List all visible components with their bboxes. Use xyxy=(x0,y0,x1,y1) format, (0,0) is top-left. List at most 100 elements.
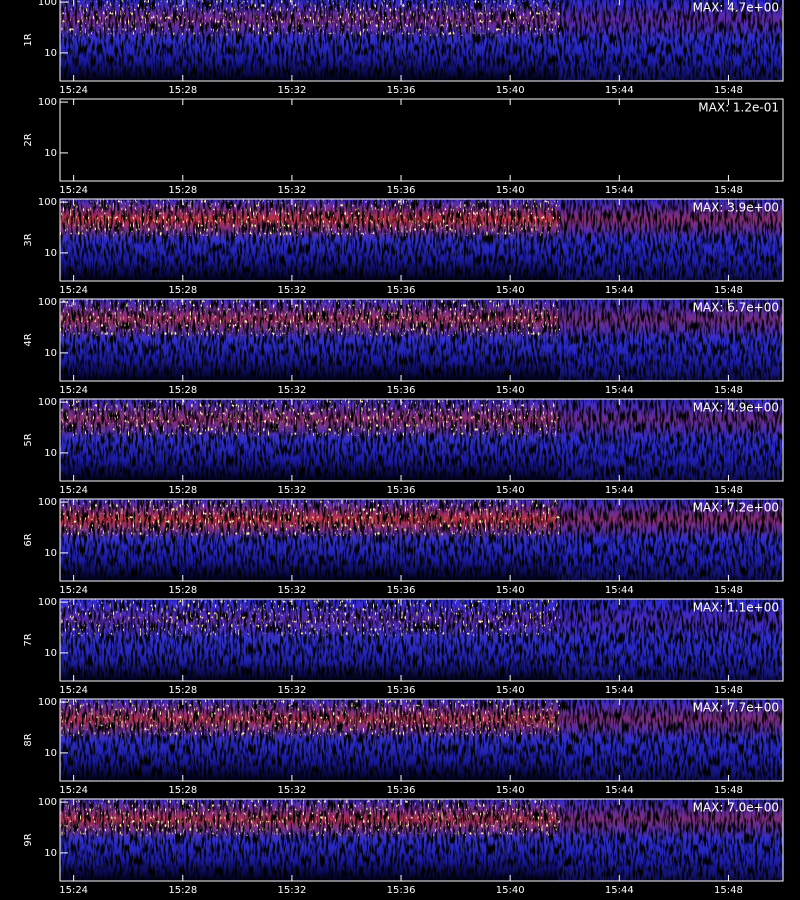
x-tick-label: 15:32 xyxy=(277,85,306,96)
annotation: MAX: 7.7e+00 xyxy=(693,701,779,715)
spectrogram xyxy=(60,599,783,681)
x-tick-label: 15:36 xyxy=(387,185,416,196)
x-tick-label: 15:24 xyxy=(59,285,88,296)
x-tick-label: 15:28 xyxy=(168,885,197,896)
plot-frame xyxy=(59,698,784,782)
x-tick-label: 15:24 xyxy=(59,385,88,396)
x-tick-label: 15:24 xyxy=(59,685,88,696)
x-tick-label: 15:28 xyxy=(168,785,197,796)
x-tick-label: 15:40 xyxy=(496,285,525,296)
x-tick-label: 15:36 xyxy=(387,685,416,696)
x-tick-label: 15:40 xyxy=(496,785,525,796)
x-tick-label: 15:48 xyxy=(714,585,743,596)
y-tick-label: 100 xyxy=(38,797,57,808)
x-tick-label: 15:44 xyxy=(605,585,634,596)
x-tick-label: 15:44 xyxy=(605,385,634,396)
y-axis-label: 5R xyxy=(23,433,34,446)
x-tick-label: 15:48 xyxy=(714,785,743,796)
annotation: MAX: 1.2e-01 xyxy=(698,101,779,115)
x-tick-label: 15:36 xyxy=(387,485,416,496)
spectrogram-peaks xyxy=(60,599,560,636)
spectrogram-peaks xyxy=(60,699,560,736)
y-axis-label: 6R xyxy=(23,533,34,546)
spectrogram-peaks xyxy=(60,499,560,536)
x-tick-label: 15:28 xyxy=(168,585,197,596)
x-tick-label: 15:36 xyxy=(387,785,416,796)
spectrogram-peaks xyxy=(60,199,560,236)
plot-frame xyxy=(59,498,784,582)
x-tick-label: 15:40 xyxy=(496,385,525,396)
annotation: MAX: 4.7e+00 xyxy=(693,1,779,15)
x-tick-label: 15:44 xyxy=(605,85,634,96)
y-tick-label: 10 xyxy=(44,548,57,559)
x-tick-label: 15:44 xyxy=(605,285,634,296)
x-tick-label: 15:24 xyxy=(59,885,88,896)
x-tick-label: 15:40 xyxy=(496,585,525,596)
x-tick-label: 15:36 xyxy=(387,885,416,896)
spectrogram-peaks xyxy=(60,0,560,36)
x-tick-label: 15:40 xyxy=(496,185,525,196)
x-tick-label: 15:48 xyxy=(714,285,743,296)
x-tick-label: 15:44 xyxy=(605,785,634,796)
y-tick-label: 10 xyxy=(44,148,57,159)
plot-frame xyxy=(59,298,784,382)
x-tick-label: 15:32 xyxy=(277,385,306,396)
x-tick-label: 15:32 xyxy=(277,785,306,796)
plot-frame xyxy=(59,0,784,82)
x-tick-label: 15:44 xyxy=(605,185,634,196)
spectrogram xyxy=(60,199,783,281)
x-tick-label: 15:44 xyxy=(605,685,634,696)
x-tick-label: 15:24 xyxy=(59,785,88,796)
y-tick-label: 10 xyxy=(44,748,57,759)
x-tick-label: 15:36 xyxy=(387,285,416,296)
y-tick-label: 10 xyxy=(44,848,57,859)
plot-frame xyxy=(59,398,784,482)
spectrogram xyxy=(60,399,783,481)
x-tick-label: 15:48 xyxy=(714,885,743,896)
x-tick-label: 15:40 xyxy=(496,85,525,96)
y-axis-label: 2R xyxy=(23,133,34,146)
x-tick-label: 15:48 xyxy=(714,85,743,96)
x-tick-label: 15:24 xyxy=(59,185,88,196)
x-tick-label: 15:32 xyxy=(277,585,306,596)
x-tick-label: 15:36 xyxy=(387,585,416,596)
y-axis-label: 8R xyxy=(23,733,34,746)
spectrogram-peaks xyxy=(60,299,560,336)
y-axis-label: 9R xyxy=(23,833,34,846)
spectrogram xyxy=(60,0,783,81)
x-tick-label: 15:44 xyxy=(605,885,634,896)
annotation: MAX: 7.2e+00 xyxy=(693,501,779,515)
x-tick-label: 15:48 xyxy=(714,685,743,696)
annotation: MAX: 1.1e+00 xyxy=(693,601,779,615)
x-tick-label: 15:28 xyxy=(168,285,197,296)
y-tick-label: 100 xyxy=(38,97,57,108)
spectrogram-peaks xyxy=(60,799,560,836)
x-tick-label: 15:32 xyxy=(277,885,306,896)
spectrogram xyxy=(60,299,783,381)
spectrogram-fill xyxy=(60,99,783,181)
y-tick-label: 10 xyxy=(44,648,57,659)
y-tick-label: 100 xyxy=(38,397,57,408)
plot-frame xyxy=(59,198,784,282)
x-tick-label: 15:24 xyxy=(59,585,88,596)
x-tick-label: 15:40 xyxy=(496,885,525,896)
spectrogram xyxy=(60,699,783,781)
x-tick-label: 15:28 xyxy=(168,85,197,96)
x-tick-label: 15:48 xyxy=(714,485,743,496)
x-tick-label: 15:32 xyxy=(277,685,306,696)
x-tick-label: 15:24 xyxy=(59,485,88,496)
annotation: MAX: 6.7e+00 xyxy=(693,301,779,315)
spectrogram-peaks xyxy=(60,399,560,436)
y-axis-label: 1R xyxy=(23,33,34,46)
y-tick-label: 100 xyxy=(38,0,57,8)
annotation: MAX: 7.0e+00 xyxy=(693,801,779,815)
y-tick-label: 100 xyxy=(38,497,57,508)
y-tick-label: 100 xyxy=(38,197,57,208)
y-axis-label: 7R xyxy=(23,633,34,646)
x-tick-label: 15:44 xyxy=(605,485,634,496)
annotation: MAX: 3.9e+00 xyxy=(693,201,779,215)
x-tick-label: 15:28 xyxy=(168,485,197,496)
x-tick-label: 15:36 xyxy=(387,385,416,396)
x-tick-label: 15:36 xyxy=(387,85,416,96)
